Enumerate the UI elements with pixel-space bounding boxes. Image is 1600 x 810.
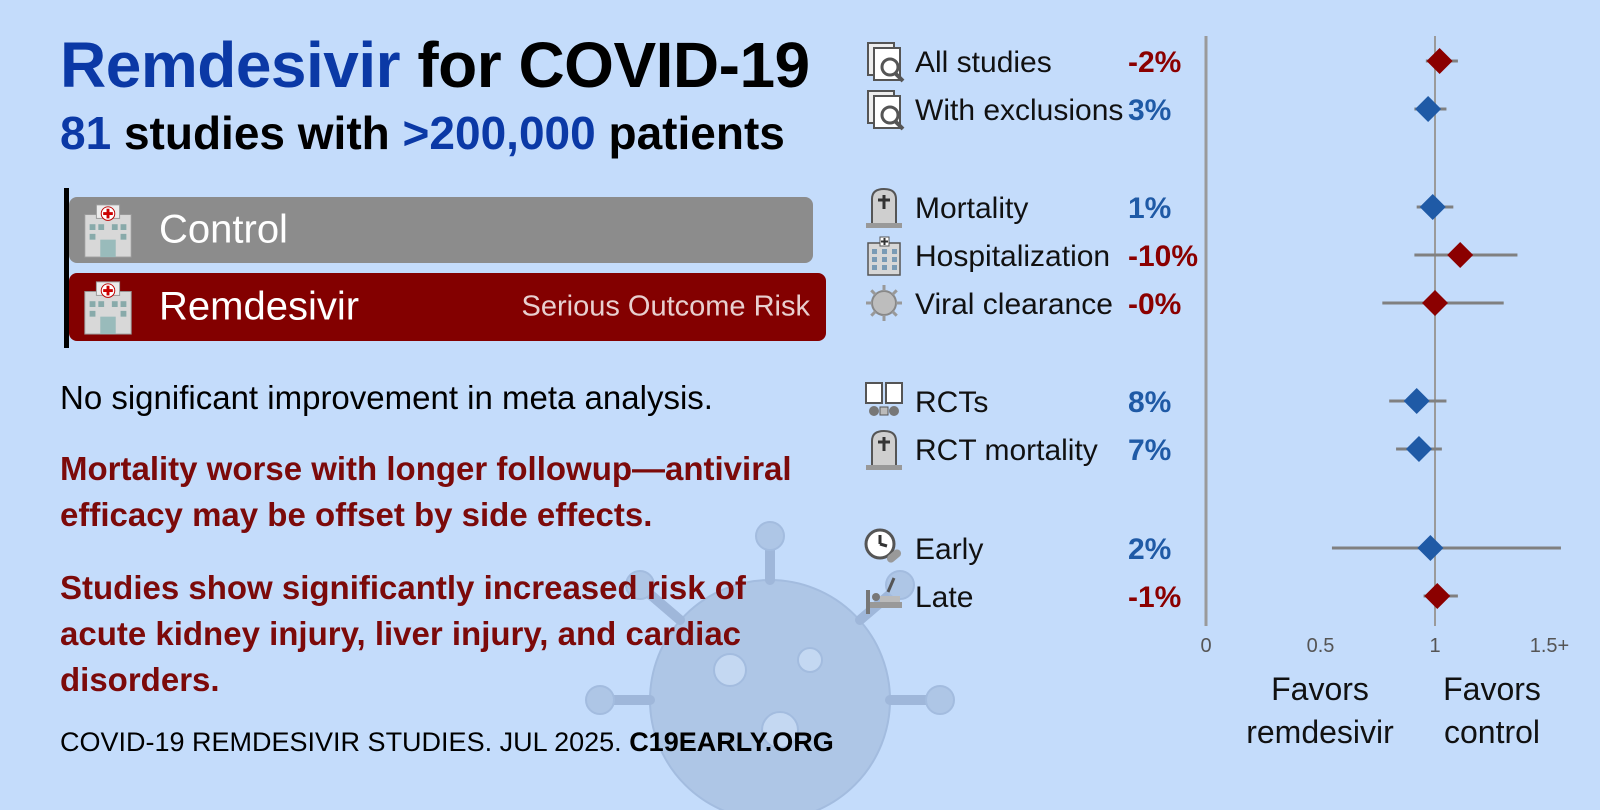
drug-name: Remdesivir <box>60 29 401 101</box>
window <box>872 265 877 270</box>
patient <box>872 593 880 601</box>
hospital-icon <box>867 236 901 276</box>
hospital-icon <box>84 204 132 258</box>
finding-no-improvement: No significant improvement in meta analy… <box>60 379 713 416</box>
magnifier-handle <box>893 119 905 131</box>
window <box>882 249 887 254</box>
window <box>892 265 897 270</box>
x-tick-label: 0.5 <box>1307 635 1335 657</box>
window <box>892 257 897 262</box>
row-label: Viral clearance <box>915 288 1113 321</box>
spike <box>870 310 877 317</box>
studies-icon <box>867 90 905 131</box>
rct-icon <box>865 382 903 416</box>
footer: COVID-19 REMDESIVIR STUDIES. JUL 2025. C… <box>60 727 834 758</box>
syringe <box>886 577 896 593</box>
effect-diamond <box>1419 194 1446 220</box>
dice <box>879 406 889 416</box>
magnifier <box>880 105 900 125</box>
effect-diamond <box>1417 535 1444 561</box>
effect-diamond <box>1426 48 1453 74</box>
bed <box>866 602 902 608</box>
window <box>872 249 877 254</box>
person-a <box>869 406 879 416</box>
pill <box>886 549 902 563</box>
effect-diamond <box>1403 388 1430 414</box>
window <box>882 257 887 262</box>
control-bar: Control <box>69 197 813 263</box>
effect-diamond <box>1415 96 1442 122</box>
favors-control-label: Favors control <box>1443 671 1541 750</box>
tombstone-icon <box>866 187 902 228</box>
treatment-label: Remdesivir <box>159 284 360 329</box>
early-icon <box>864 528 902 563</box>
card-a <box>865 382 883 404</box>
finding-side-effects: Studies show significantly increased ris… <box>60 569 746 698</box>
card-b <box>885 382 903 404</box>
title-rest: for COVID-19 <box>417 29 810 101</box>
spike <box>891 310 898 317</box>
x-tick-label: 0 <box>1200 635 1211 657</box>
row-label: With exclusions <box>915 94 1123 127</box>
studies-icon <box>867 42 905 83</box>
treatment-bar: Remdesivir Serious Outcome Risk <box>69 273 826 341</box>
row-label: All studies <box>915 46 1052 79</box>
x-tick-label: 1 <box>1429 635 1440 657</box>
row-effect: 3% <box>1128 94 1171 127</box>
page-title: Remdesivir for COVID-19 <box>60 28 810 102</box>
x-tick-label: 1.5+ <box>1530 635 1569 657</box>
bar-divider <box>64 188 69 348</box>
late-icon <box>866 577 902 614</box>
window <box>892 249 897 254</box>
row-effect: -0% <box>1128 288 1181 321</box>
magnifier <box>880 57 900 77</box>
favors-treatment-label: Favors remdesivir <box>1246 671 1394 750</box>
row-label: RCT mortality <box>915 434 1098 467</box>
patients-count: >200,000 <box>402 107 596 159</box>
row-label: RCTs <box>915 386 988 419</box>
row-label: Early <box>915 533 983 566</box>
effect-diamond <box>1422 290 1448 316</box>
finding-mortality: Mortality worse with longer followup—ant… <box>60 450 792 533</box>
stone-base <box>866 223 902 228</box>
stone-base <box>866 465 902 470</box>
person-b <box>889 406 899 416</box>
page-subtitle: 81 studies with >200,000 patients <box>60 106 785 160</box>
window <box>882 265 887 270</box>
tombstone-icon <box>866 429 902 470</box>
window <box>872 257 877 262</box>
footer-site: C19EARLY.ORG <box>629 727 834 757</box>
row-label: Hospitalization <box>915 240 1110 273</box>
risk-label: Serious Outcome Risk <box>521 290 811 323</box>
study-count: 81 <box>60 107 112 159</box>
row-label: Late <box>915 581 973 614</box>
effect-diamond <box>1424 583 1451 609</box>
hospital-icon <box>84 281 132 335</box>
patients-text: patients <box>608 107 785 159</box>
spike <box>870 289 877 296</box>
row-effect: -1% <box>1128 581 1181 614</box>
row-effect: 7% <box>1128 434 1171 467</box>
effect-diamond <box>1405 436 1432 462</box>
effect-diamond <box>1447 242 1474 268</box>
row-effect: -10% <box>1128 240 1198 273</box>
footer-text: COVID-19 REMDESIVIR STUDIES. JUL 2025. <box>60 727 622 757</box>
row-effect: -2% <box>1128 46 1181 79</box>
row-effect: 1% <box>1128 192 1171 225</box>
virus-icon <box>866 285 902 321</box>
bed-head <box>866 590 870 614</box>
virus-body <box>871 290 897 316</box>
clock-hand <box>879 542 888 548</box>
row-effect: 8% <box>1128 386 1171 419</box>
magnifier-handle <box>893 71 905 83</box>
row-label: Mortality <box>915 192 1028 225</box>
spike <box>891 289 898 296</box>
studies-text: studies with <box>123 107 390 159</box>
blanket <box>880 596 900 602</box>
control-label: Control <box>159 207 288 252</box>
row-effect: 2% <box>1128 533 1171 566</box>
